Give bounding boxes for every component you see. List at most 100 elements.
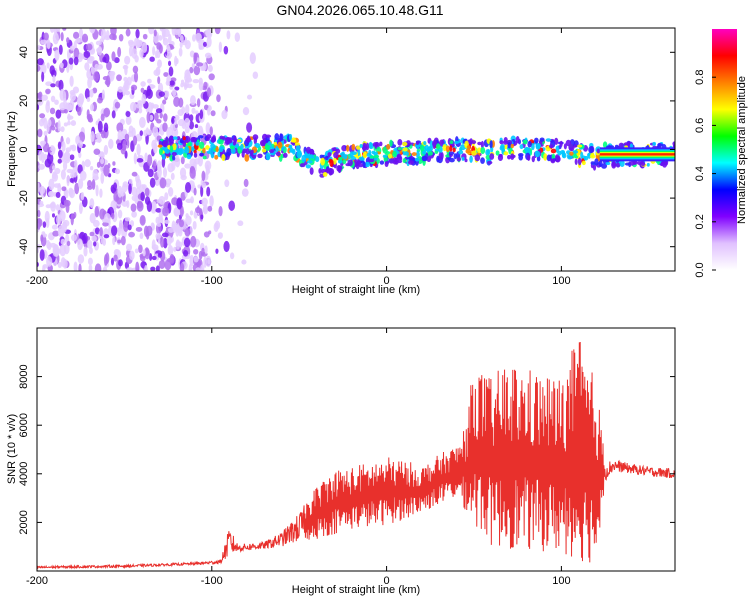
noise-speckle: [55, 191, 61, 198]
ridge-point: [225, 136, 231, 142]
noise-speckle: [192, 79, 200, 84]
noise-speckle: [73, 211, 77, 219]
noise-speckle: [128, 178, 133, 185]
ridge-point: [357, 160, 361, 165]
ridge-point: [294, 142, 300, 147]
noise-speckle: [149, 114, 154, 121]
noise-speckle: [155, 216, 160, 225]
noise-speckle: [142, 249, 146, 257]
noise-speckle: [136, 201, 144, 212]
noise-speckle: [37, 58, 44, 66]
ridge-point: [495, 150, 500, 156]
noise-speckle: [141, 42, 148, 54]
ridge-point: [161, 153, 166, 160]
ridge-point: [218, 139, 224, 145]
ridge-point: [240, 143, 244, 151]
noise-speckle: [158, 259, 166, 269]
noise-speckle: [184, 163, 192, 169]
noise-speckle: [57, 141, 62, 150]
noise-speckle: [99, 188, 103, 198]
noise-speckle: [60, 169, 66, 180]
noise-speckle: [70, 171, 75, 179]
snr-x-label: Height of straight line (km): [292, 584, 420, 596]
noise-speckle: [90, 103, 95, 112]
noise-speckle: [130, 84, 138, 91]
noise-speckle: [185, 104, 190, 115]
ridge-point: [657, 143, 664, 147]
noise-speckle: [158, 91, 165, 97]
noise-speckle: [97, 96, 103, 104]
noise-speckle: [157, 166, 162, 178]
noise-speckle: [66, 175, 70, 187]
noise-speckle: [54, 99, 59, 105]
noise-speckle: [46, 62, 50, 69]
noise-speckle: [165, 183, 171, 188]
ridge-point: [158, 147, 163, 156]
noise-speckle: [124, 133, 130, 141]
ridge-point: [448, 151, 455, 155]
colorbar-tick-label: 0.4: [694, 166, 706, 181]
ridge-point: [397, 147, 402, 151]
ridge-point: [474, 154, 481, 162]
ridge-point: [206, 134, 212, 139]
noise-speckle: [79, 170, 87, 181]
noise-speckle: [203, 104, 209, 111]
ridge-point: [365, 142, 370, 151]
noise-speckle: [113, 254, 118, 262]
ridge-point: [362, 151, 368, 159]
noise-speckle: [190, 235, 197, 248]
noise-speckle: [65, 137, 71, 145]
noise-speckle: [237, 220, 244, 227]
noise-speckle: [167, 186, 174, 197]
noise-speckle: [95, 184, 99, 197]
noise-speckle: [189, 166, 196, 179]
noise-speckle: [41, 94, 48, 101]
spectrogram-y-tick-label: 20: [18, 95, 30, 107]
ridge-point: [173, 136, 178, 140]
noise-speckle: [67, 120, 71, 126]
noise-speckle: [112, 161, 116, 166]
colorbar-tick-label: 0.2: [694, 214, 706, 229]
noise-speckle: [92, 168, 99, 181]
noise-speckle: [201, 182, 207, 189]
noise-speckle: [86, 240, 93, 249]
noise-speckle: [63, 199, 69, 207]
ridge-point: [464, 158, 468, 163]
noise-speckle: [166, 235, 172, 246]
noise-speckle: [62, 258, 68, 269]
noise-speckle: [195, 267, 201, 271]
noise-speckle: [127, 224, 132, 231]
noise-speckle: [138, 107, 143, 114]
ridge-point: [347, 159, 353, 167]
noise-speckle: [182, 82, 187, 87]
noise-speckle: [53, 183, 61, 188]
spectrogram-y-tick-label: -40: [18, 239, 30, 255]
noise-speckle: [136, 143, 141, 156]
noise-speckle: [156, 118, 162, 124]
snr-y-ticks: 2000 4000 6000 8000: [18, 364, 675, 535]
ridge-point: [652, 141, 657, 146]
ridge-point: [422, 150, 427, 155]
noise-speckle: [206, 186, 211, 197]
noise-speckle: [39, 200, 44, 206]
noise-speckle: [59, 62, 64, 69]
noise-speckle: [178, 97, 184, 108]
noise-speckle: [87, 180, 93, 188]
noise-speckle: [41, 151, 45, 164]
noise-speckle: [184, 228, 191, 237]
ridge-point: [179, 148, 185, 155]
ridge-point: [428, 151, 434, 156]
noise-speckle: [179, 205, 184, 217]
ridge-point: [449, 140, 454, 144]
noise-speckle: [139, 214, 146, 226]
noise-speckle: [218, 41, 223, 53]
ridge-point: [438, 152, 443, 160]
ridge-point: [221, 154, 226, 162]
noise-speckle: [71, 234, 78, 242]
ridge-point: [415, 141, 420, 145]
ridge-point: [355, 145, 361, 150]
ridge-point: [466, 145, 471, 150]
ridge-point: [489, 140, 493, 149]
noise-speckle: [57, 149, 63, 159]
